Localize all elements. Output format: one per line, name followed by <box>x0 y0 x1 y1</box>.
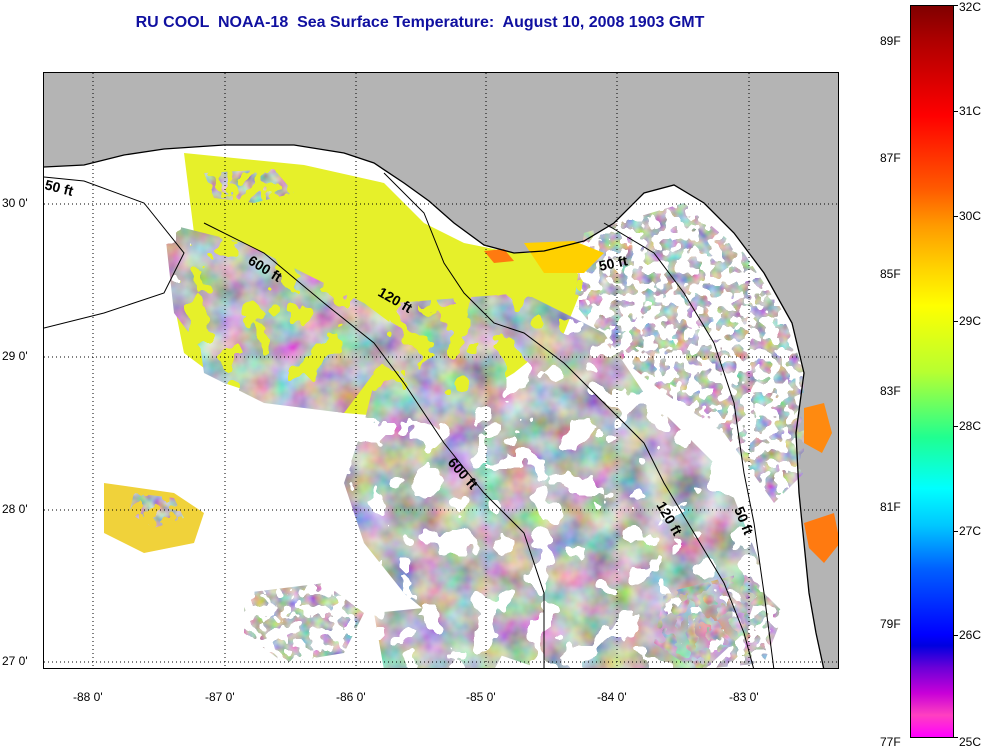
cb-tick-26c <box>954 635 958 636</box>
colorbar-label-81f: 81F <box>880 500 901 514</box>
cb-tick-25c <box>954 737 958 738</box>
cb-tick-27c <box>954 531 958 532</box>
lat-label-29: 29 0' <box>2 349 28 363</box>
map-title: RU COOL NOAA-18 Sea Surface Temperature:… <box>135 14 705 31</box>
sst-layer <box>104 153 838 668</box>
lon-label-87: -87 0' <box>205 690 235 704</box>
cb-tick-29c <box>954 321 958 322</box>
coastline <box>44 144 825 668</box>
sst-map[interactable]: 50 ft 600 ft 120 ft 50 ft 600 ft 120 ft … <box>43 72 839 669</box>
colorbar-label-26c: 26C <box>959 628 982 642</box>
colorbar-label-30c: 30C <box>959 209 982 223</box>
lat-label-30: 30 0' <box>2 196 28 210</box>
cb-tick-30c <box>954 216 958 217</box>
graticule <box>44 73 838 668</box>
colorbar-label-31c: 31C <box>959 104 982 118</box>
depth-contours <box>44 172 775 668</box>
colorbar-label-83f: 83F <box>880 384 901 398</box>
cb-tick-32c <box>954 5 958 6</box>
lon-label-83: -83 0' <box>729 690 759 704</box>
colorbar-label-32c: 32C <box>959 0 982 14</box>
lon-label-86: -86 0' <box>336 690 366 704</box>
colorbar-label-79f: 79F <box>880 617 901 631</box>
colorbar-label-87f: 87F <box>880 151 901 165</box>
temperature-colorbar <box>910 5 954 738</box>
contour-label-50ft-west: 50 ft <box>44 176 75 199</box>
colorbar-label-28c: 28C <box>959 419 982 433</box>
colorbar-label-27c: 27C <box>959 524 982 538</box>
colorbar-label-85f: 85F <box>880 267 901 281</box>
colorbar-label-77f: 77F <box>880 735 901 749</box>
colorbar-label-29c: 29C <box>959 314 982 328</box>
lon-label-85: -85 0' <box>466 690 496 704</box>
lon-label-84: -84 0' <box>597 690 627 704</box>
colorbar-label-89f: 89F <box>880 34 901 48</box>
cb-tick-31c <box>954 111 958 112</box>
cb-tick-28c <box>954 426 958 427</box>
colorbar-label-25c: 25C <box>959 735 982 749</box>
lon-label-88: -88 0' <box>73 690 103 704</box>
contour-label-50ft-east: 50 ft <box>597 252 629 274</box>
lat-label-27: 27 0' <box>2 654 28 668</box>
lat-label-28: 28 0' <box>2 502 28 516</box>
